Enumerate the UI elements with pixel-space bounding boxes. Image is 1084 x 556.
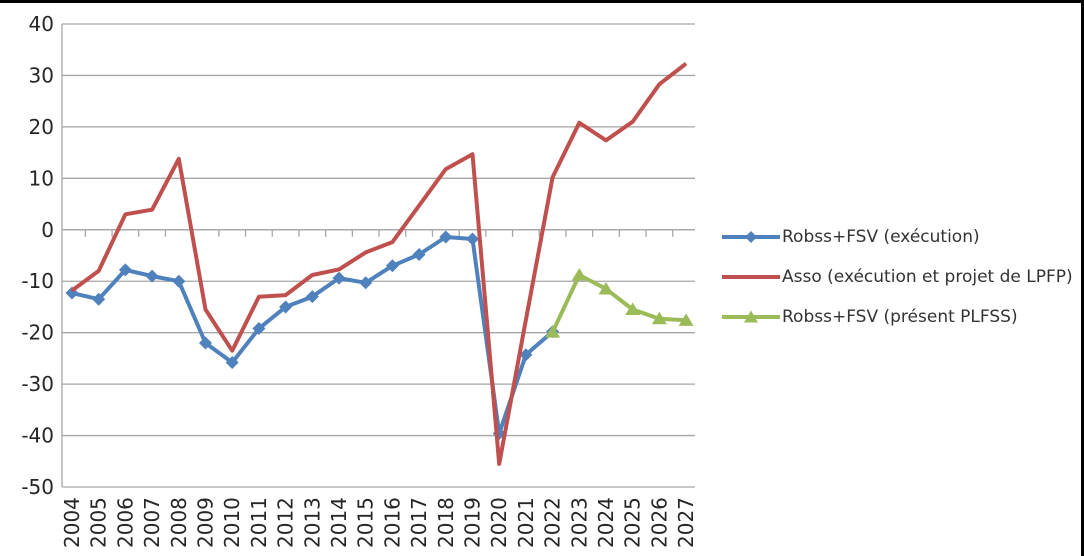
y-axis-label: -50 xyxy=(21,475,54,499)
diamond-marker-icon xyxy=(199,336,212,350)
x-axis-label: 2013 xyxy=(300,497,324,548)
legend-swatch-diamond-line xyxy=(722,231,780,243)
window-right-border xyxy=(1081,0,1084,556)
x-axis-label: 2012 xyxy=(274,497,298,548)
diamond-marker-icon xyxy=(279,300,293,314)
y-axis-label: 0 xyxy=(41,218,54,242)
x-axis-label: 2016 xyxy=(380,497,404,548)
x-axis-label: 2019 xyxy=(461,497,485,548)
diamond-marker-icon xyxy=(359,276,373,290)
x-axis-label: 2020 xyxy=(487,497,511,548)
series-line-1 xyxy=(70,62,688,466)
x-axis-label: 2027 xyxy=(674,497,698,548)
diamond-marker-icon xyxy=(118,263,132,277)
legend-label: Asso (exécution et projet de LPFP) xyxy=(782,266,1073,287)
triangle-marker-icon xyxy=(651,311,667,325)
diamond-marker-icon xyxy=(305,290,319,304)
triangle-marker-icon xyxy=(625,302,641,316)
x-axis-label: 2005 xyxy=(87,497,111,548)
x-axis-label: 2004 xyxy=(60,497,84,548)
legend-item-asso: Asso (exécution et projet de LPFP) xyxy=(722,257,1073,297)
x-axis-label: 2025 xyxy=(621,497,645,548)
triangle-marker-icon xyxy=(571,268,587,281)
x-axis-label: 2024 xyxy=(594,497,618,548)
legend-item-robss-plfss: Robss+FSV (présent PLFSS) xyxy=(722,297,1073,337)
diamond-marker-icon xyxy=(225,356,239,370)
x-axis-label: 2015 xyxy=(354,497,378,548)
diamond-marker-icon xyxy=(145,269,159,283)
x-axis-label: 2022 xyxy=(541,497,565,548)
series-line-2 xyxy=(550,273,687,334)
x-axis-label: 2008 xyxy=(167,497,191,548)
diamond-marker-icon xyxy=(172,274,186,288)
y-axis-label: -20 xyxy=(21,321,54,345)
y-axis-label: -40 xyxy=(21,424,54,448)
legend: Robss+FSV (exécution) Asso (exécution et… xyxy=(722,217,1073,337)
y-axis-label: -30 xyxy=(21,372,54,396)
legend-swatch-triangle-line xyxy=(722,310,780,323)
x-axis-label: 2023 xyxy=(567,497,591,548)
triangle-marker-icon xyxy=(744,310,758,323)
triangle-marker-icon xyxy=(598,281,614,295)
legend-label: Robss+FSV (exécution) xyxy=(782,226,980,247)
diamond-marker-icon xyxy=(385,259,399,273)
legend-item-robss-execution: Robss+FSV (exécution) xyxy=(722,217,1073,257)
y-axis-label: 20 xyxy=(29,115,54,139)
x-axis-label: 2026 xyxy=(647,497,671,548)
x-axis-label: 2006 xyxy=(113,497,137,548)
x-axis-label: 2017 xyxy=(407,497,431,548)
diamond-marker-icon xyxy=(439,230,453,244)
triangle-marker-icon xyxy=(678,313,694,326)
x-axis-label: 2011 xyxy=(247,497,271,548)
x-axis-label: 2009 xyxy=(194,497,218,548)
diamond-marker-icon xyxy=(466,232,479,246)
triangle-marker-icon xyxy=(545,325,561,338)
y-axis-label: 10 xyxy=(29,166,54,190)
y-axis-label: -10 xyxy=(21,269,54,293)
diamond-marker-icon xyxy=(745,231,757,243)
legend-swatch-plain-line xyxy=(722,275,780,279)
diamond-marker-icon xyxy=(92,292,106,306)
window-top-border xyxy=(0,0,1084,3)
diamond-marker-icon xyxy=(332,271,346,285)
diamond-marker-icon xyxy=(519,348,533,362)
x-axis-label: 2021 xyxy=(514,497,538,548)
diamond-marker-icon xyxy=(252,322,266,336)
x-axis-label: 2018 xyxy=(434,497,458,548)
y-axis-label: 40 xyxy=(29,12,54,36)
x-axis-label: 2007 xyxy=(140,497,164,548)
x-axis-label: 2010 xyxy=(220,497,244,548)
diamond-marker-icon xyxy=(412,247,426,261)
x-axis-label: 2014 xyxy=(327,497,351,548)
y-axis-label: 30 xyxy=(29,63,54,87)
legend-label: Robss+FSV (présent PLFSS) xyxy=(782,306,1018,327)
